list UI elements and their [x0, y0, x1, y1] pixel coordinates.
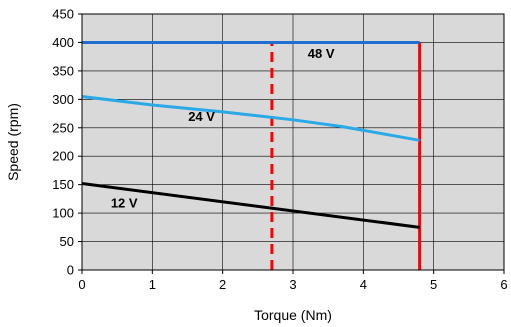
- y-tick-label: 450: [52, 7, 74, 22]
- series-lines: [81, 40, 420, 229]
- y-tick-label: 150: [52, 177, 74, 192]
- x-tick-label: 6: [500, 277, 507, 292]
- series-label-12v: 12 V: [111, 195, 138, 210]
- series-label-24v: 24 V: [188, 109, 215, 124]
- series-labels: 48 V 24 V 12 V: [111, 46, 335, 211]
- y-tick-label: 250: [52, 120, 74, 135]
- x-tick-label: 4: [360, 277, 367, 292]
- series-label-48v: 48 V: [308, 46, 335, 61]
- x-tick-label: 2: [219, 277, 226, 292]
- y-tick-label: 0: [67, 263, 74, 278]
- series-line-12v: [81, 182, 420, 229]
- reference-lines: [270, 42, 422, 270]
- series-line-24v: [81, 94, 420, 142]
- x-tick-label: 0: [78, 277, 85, 292]
- y-tick-label: 400: [52, 35, 74, 50]
- x-tick-label: 5: [430, 277, 437, 292]
- x-tick-label: 1: [149, 277, 156, 292]
- y-tick-label: 200: [52, 149, 74, 164]
- y-axis-title: Speed (rpm): [5, 103, 21, 181]
- y-tick-label: 100: [52, 206, 74, 221]
- y-tick-label: 50: [60, 234, 74, 249]
- ticks: 0 50 100 150 200 250 300 350 400 450 0 1 2 3 4 5 6: [52, 7, 507, 293]
- y-tick-label: 300: [52, 92, 74, 107]
- x-tick-label: 3: [289, 277, 296, 292]
- x-axis-title: Torque (Nm): [254, 307, 332, 323]
- y-tick-label: 350: [52, 63, 74, 78]
